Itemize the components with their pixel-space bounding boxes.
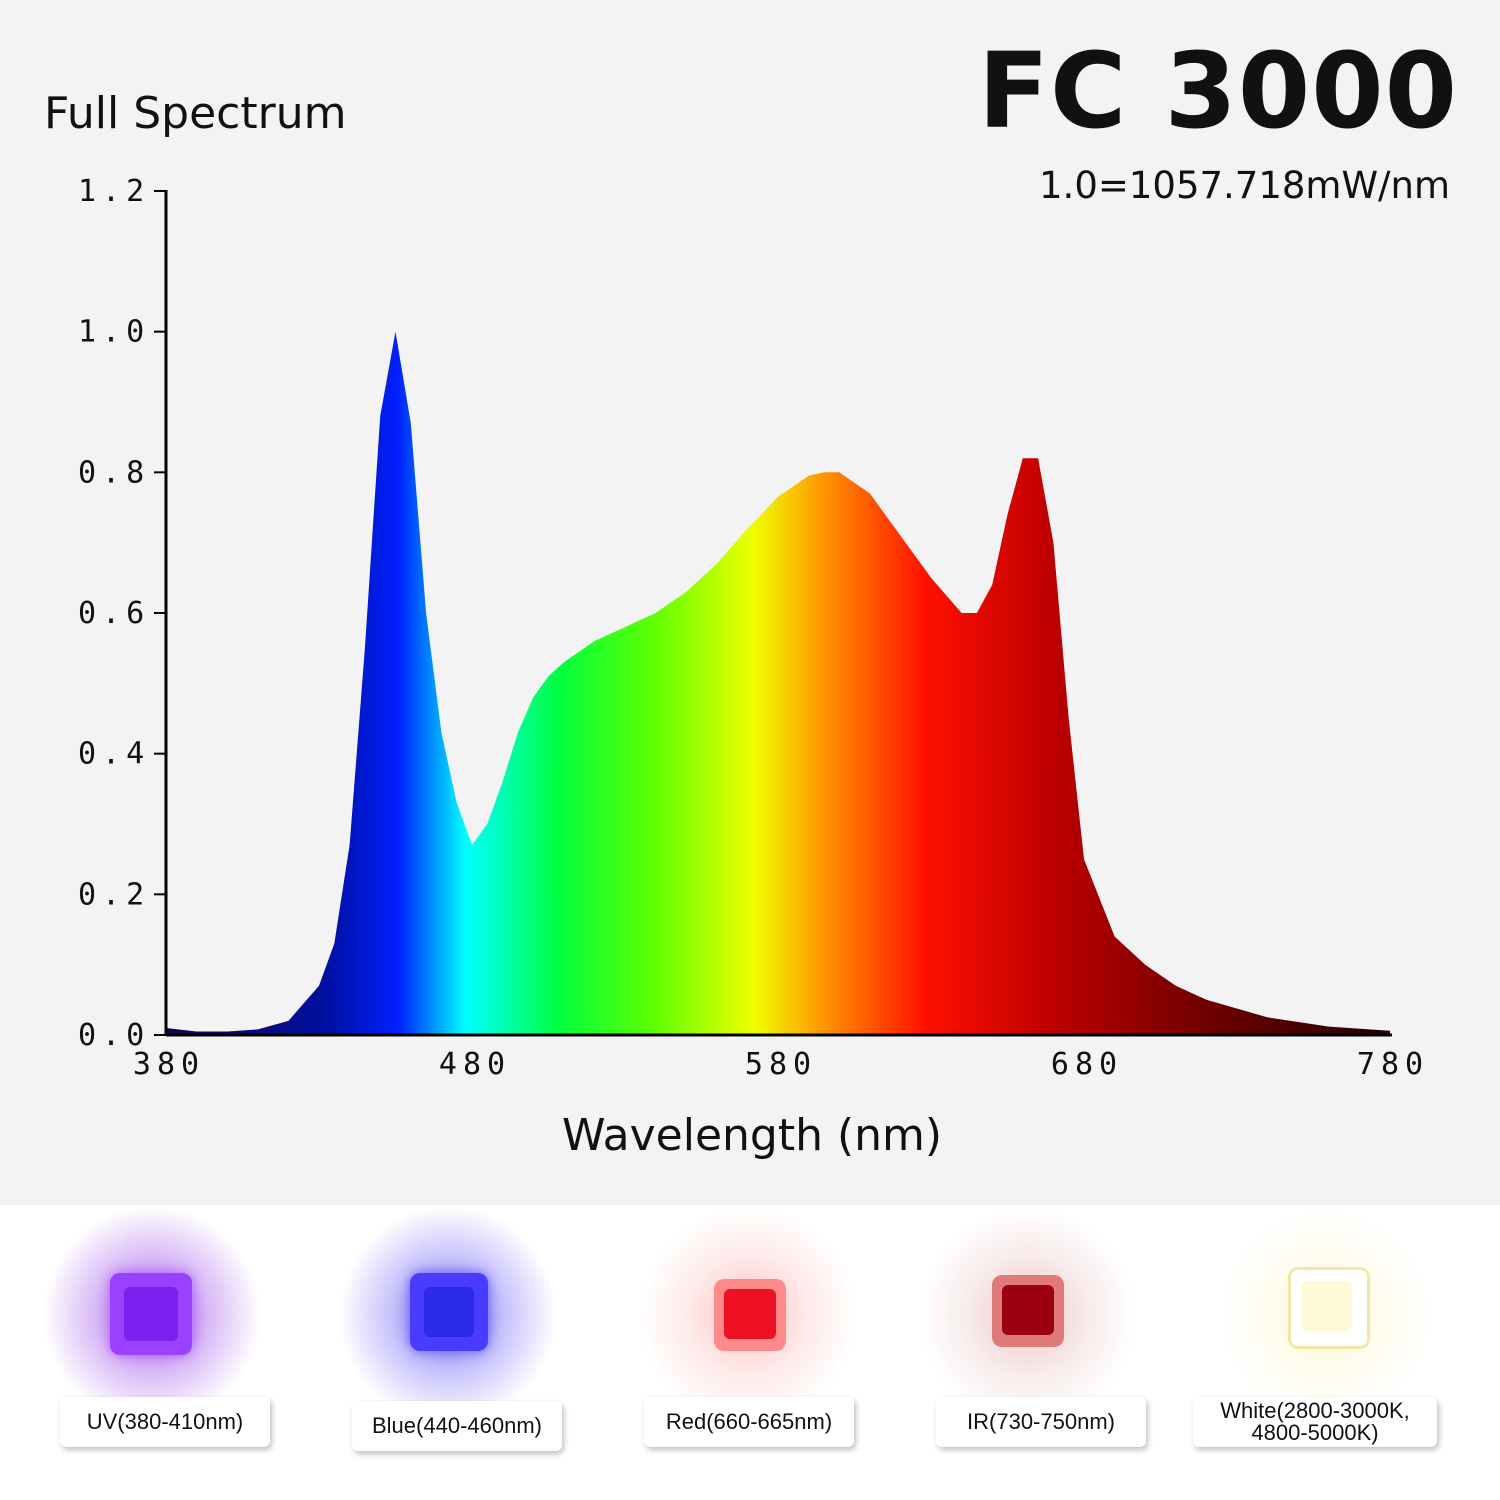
white-led-core — [1302, 1281, 1352, 1331]
y-tick-label: 0.4 — [78, 737, 150, 772]
y-tick-label: 1.0 — [78, 315, 150, 350]
x-tick-label: 680 — [1051, 1047, 1123, 1082]
x-tick-label: 780 — [1357, 1047, 1429, 1082]
y-tick-label: 0.6 — [78, 596, 150, 631]
spectrum-chart: 0.0 0.2 0.4 0.6 0.8 1.0 1.2 380 480 580 680 780 Wa… — [78, 174, 1429, 1161]
x-tick-label: 480 — [439, 1047, 511, 1082]
ir-chip — [918, 1205, 1138, 1425]
x-tick-label: 380 — [133, 1047, 205, 1082]
led-chip-row: UV(380-410nm) Blue(440-460nm) Red(660-66… — [0, 1205, 1500, 1500]
x-tick-label: 580 — [745, 1047, 817, 1082]
y-tick-label: 0.2 — [78, 877, 150, 912]
ir-led-core — [1002, 1285, 1054, 1335]
chart-title: Full Spectrum — [44, 88, 347, 139]
blue-chip — [338, 1205, 558, 1425]
y-tick-label: 0.8 — [78, 455, 150, 490]
chip-label-white: White(2800-3000K, 4800-5000K) — [1193, 1397, 1437, 1447]
blue-led-core — [424, 1287, 474, 1337]
chip-label-blue: Blue(440-460nm) — [352, 1401, 562, 1451]
red-chip — [638, 1205, 858, 1425]
spectrum-area — [166, 331, 1390, 1035]
uv-led-core — [124, 1287, 178, 1341]
y-tick-label: 0.0 — [78, 1018, 150, 1053]
white-chip — [1216, 1205, 1436, 1425]
scale-note: 1.0=1057.718mW/nm — [1039, 164, 1450, 207]
chip-label-red: Red(660-665nm) — [644, 1397, 854, 1447]
x-axis-label: Wavelength (nm) — [562, 1110, 942, 1161]
chip-label-uv: UV(380-410nm) — [60, 1397, 270, 1447]
uv-chip — [42, 1205, 262, 1425]
y-tick-label: 1.2 — [78, 174, 150, 209]
red-led-core — [724, 1289, 776, 1339]
product-name: FC 3000 — [977, 30, 1458, 152]
chip-label-ir: IR(730-750nm) — [936, 1397, 1146, 1447]
